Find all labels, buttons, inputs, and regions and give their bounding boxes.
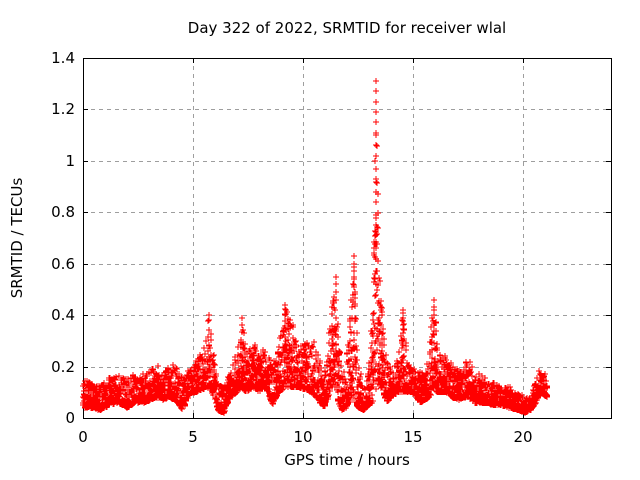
x-tick-label: 10 [293,428,312,446]
y-tick-label: 0.6 [51,255,75,273]
x-tick-label: 15 [403,428,422,446]
x-tick-labels: 0 5 10 15 20 [78,428,532,446]
x-tick-label: 0 [78,428,88,446]
y-axis-label: SRMTID / TECUs [8,178,26,299]
grid-lines [83,58,611,418]
axis-ticks [83,58,611,419]
x-tick-label: 20 [513,428,532,446]
chart-title: Day 322 of 2022, SRMTID for receiver wla… [188,19,506,37]
plot-frame [83,58,612,419]
y-tick-label: 1.2 [51,100,75,118]
y-tick-label: 0.2 [51,358,75,376]
y-tick-label: 0 [65,409,75,427]
scatter-series [80,78,550,416]
x-tick-label: 5 [188,428,198,446]
y-tick-label: 0.8 [51,203,75,221]
y-tick-label: 1 [65,152,75,170]
y-tick-label: 1.4 [51,49,75,67]
y-tick-label: 0.4 [51,306,75,324]
x-axis-label: GPS time / hours [284,451,410,469]
y-tick-labels: 0 0.2 0.4 0.6 0.8 1 1.2 1.4 [51,49,75,427]
